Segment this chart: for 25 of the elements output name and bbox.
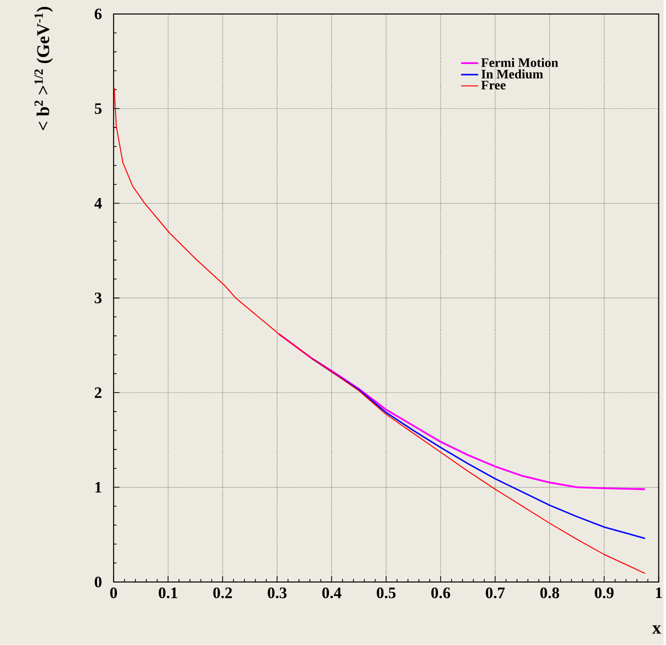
y-tick-label: 1 xyxy=(95,482,102,493)
x-tick-label: 1 xyxy=(656,588,662,598)
x-tick-label: 0.4 xyxy=(322,588,342,598)
legend-label: Fermi Motion xyxy=(481,58,558,68)
x-tick-label: 0.3 xyxy=(268,588,287,598)
legend-label: In Medium xyxy=(481,70,544,79)
x-tick-label: 0.5 xyxy=(376,588,396,598)
line-series xyxy=(278,333,646,490)
x-tick-label: 0.1 xyxy=(158,588,178,598)
y-tick-label: 4 xyxy=(94,198,102,209)
x-tick-label: 0 xyxy=(110,588,117,598)
y-tick-label: 2 xyxy=(94,387,102,398)
y-tick-label: 0 xyxy=(94,576,102,588)
y-tick-label: 5 xyxy=(94,103,102,114)
x-tick-label: 0.2 xyxy=(213,588,232,598)
x-tick-label: 0.8 xyxy=(540,588,560,598)
y-axis-title: < b$^{2}$ >$^{1/2}$ (GeV$^{-1}$) xyxy=(34,7,53,130)
y-tick-label: 3 xyxy=(94,292,102,304)
x-axis-title: x xyxy=(652,625,662,634)
line-series xyxy=(311,358,646,540)
x-tick-label: 0.6 xyxy=(431,588,450,598)
x-tick-label: 0.7 xyxy=(486,588,505,598)
x-tick-label: 0.9 xyxy=(594,588,614,598)
y-tick-label: 6 xyxy=(94,8,102,20)
legend-label: Free xyxy=(481,80,506,90)
